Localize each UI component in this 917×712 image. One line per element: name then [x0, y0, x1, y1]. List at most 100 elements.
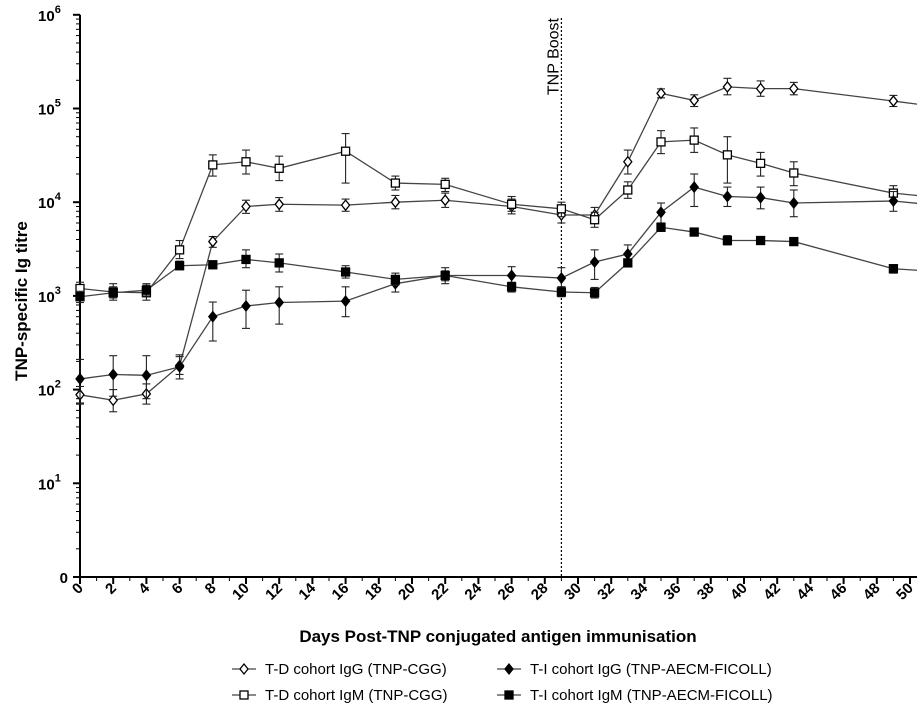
data-point [656, 87, 666, 100]
data-point [108, 368, 119, 381]
x-tick-label: 16 [329, 580, 353, 604]
data-point [274, 296, 285, 309]
data-point [556, 272, 567, 285]
data-point [340, 295, 351, 308]
data-point [440, 270, 450, 281]
data-point [174, 245, 185, 255]
data-point [174, 360, 185, 373]
legend-label: T-I cohort IgM (TNP-AECM-FICOLL) [530, 687, 773, 704]
data-point [340, 267, 351, 277]
plot-area [75, 77, 917, 413]
series [75, 127, 917, 301]
y-tick-label: 101 [38, 472, 61, 493]
data-point [589, 255, 600, 269]
data-point [141, 369, 152, 382]
x-tick-label: 36 [661, 580, 685, 604]
x-tick-label: 20 [395, 580, 419, 604]
data-point [722, 190, 733, 203]
x-tick-label: 50 [893, 580, 917, 604]
data-point [340, 146, 351, 156]
data-point [207, 310, 218, 323]
x-tick-label: 2 [102, 580, 120, 598]
data-point [722, 235, 733, 246]
x-tick-label: 26 [495, 580, 519, 604]
data-point [504, 662, 514, 676]
data-point [208, 260, 218, 270]
data-point [788, 196, 799, 210]
legend-label: T-D cohort IgM (TNP-CGG) [265, 687, 448, 704]
legend: T-D cohort IgG (TNP-CGG) T-D cohort IgM (… [232, 661, 773, 704]
data-point [556, 287, 567, 297]
data-point [241, 157, 251, 167]
y-tick-label: 103 [38, 285, 61, 306]
y-tick-label: 104 [38, 191, 62, 212]
data-point [340, 199, 351, 212]
data-point [788, 82, 799, 95]
data-point [75, 292, 85, 302]
data-point [108, 394, 119, 407]
data-point [656, 137, 666, 147]
data-point [174, 261, 185, 271]
data-point [108, 288, 118, 298]
x-tick-label: 22 [428, 580, 452, 604]
data-point [506, 282, 517, 292]
data-point [722, 150, 733, 160]
data-point [556, 204, 567, 214]
x-tick-label: 12 [262, 580, 286, 604]
x-tick-label: 32 [594, 580, 618, 604]
x-tick-label: 28 [528, 580, 552, 604]
x-tick-label: 8 [202, 580, 220, 598]
x-tick-label: 40 [727, 580, 751, 604]
data-point [689, 227, 699, 237]
data-point [506, 199, 517, 209]
data-point [241, 254, 251, 265]
x-tick-label: 44 [793, 579, 817, 603]
x-axis-title: Days Post-TNP conjugated antigen immunis… [299, 627, 696, 646]
data-point [141, 285, 152, 295]
data-point [689, 135, 699, 145]
data-point [623, 258, 633, 268]
y-tick-label: 106 [38, 4, 61, 25]
data-point [622, 155, 633, 168]
x-tick-label: 34 [627, 579, 651, 603]
data-point [274, 198, 285, 211]
x-tick-label: 6 [169, 580, 187, 598]
data-point [207, 235, 218, 248]
data-point [274, 163, 284, 173]
boost-annotation: TNP Boost [545, 17, 562, 577]
x-tick-label: 24 [461, 579, 485, 603]
data-point [656, 222, 666, 232]
data-point [274, 258, 284, 268]
series-line [79, 186, 917, 380]
data-point [623, 185, 633, 195]
x-tick-label: 42 [760, 580, 784, 604]
data-point [888, 95, 899, 108]
data-point [789, 236, 799, 247]
y-tick-label: 0 [60, 570, 68, 587]
data-point [689, 181, 700, 194]
data-point [689, 94, 700, 107]
y-tick-label: 102 [38, 379, 61, 400]
data-point [722, 80, 733, 93]
x-tick-label: 14 [295, 579, 319, 603]
x-tick-label: 18 [362, 580, 386, 604]
data-point [504, 690, 514, 700]
data-point [589, 288, 600, 298]
data-point [241, 299, 251, 313]
data-point [440, 194, 451, 207]
series [75, 222, 917, 304]
data-point [390, 196, 401, 209]
data-point [755, 191, 766, 204]
y-axis-title: TNP-specific Ig titre [12, 221, 31, 381]
data-point [589, 215, 600, 225]
data-point [755, 235, 766, 246]
data-point [440, 179, 450, 190]
series [75, 173, 917, 405]
x-tick-label: 30 [561, 580, 585, 604]
x-tick-label: 46 [827, 580, 851, 604]
data-point [755, 158, 766, 168]
data-point [241, 200, 251, 213]
data-point [239, 690, 249, 700]
data-point [888, 194, 899, 208]
